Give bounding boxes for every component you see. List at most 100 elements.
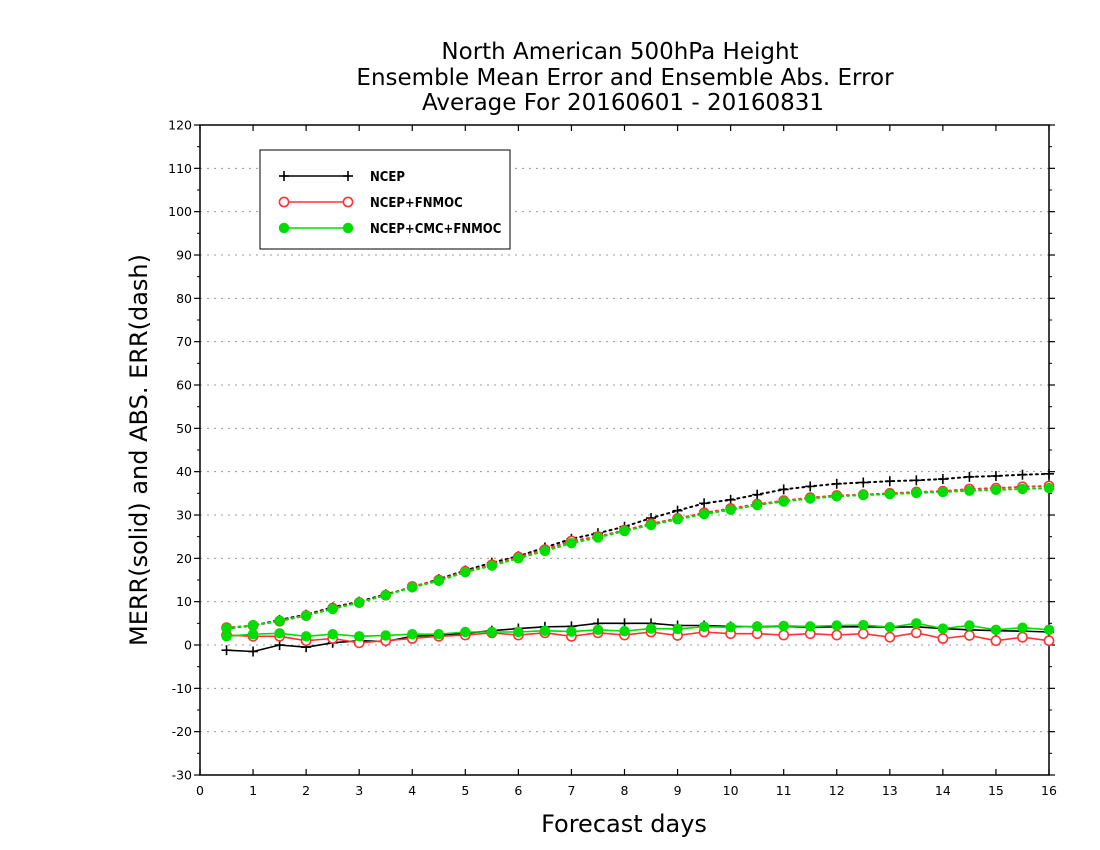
- legend-marker-start: [279, 171, 289, 181]
- merr-point-ncep-cmc-fnmoc: [380, 630, 391, 641]
- series-ncep-fnmoc: [221, 480, 1055, 649]
- legend-item-ncep: NCEP: [279, 170, 405, 185]
- x-axis: 0 1 2 3 4 5 6 7 8 9 10 11 12 13 14 15 16: [196, 125, 1057, 798]
- abs-err-point-ncep: [964, 471, 975, 482]
- legend-marker-start: [278, 222, 290, 234]
- abs-err-point-ncep: [778, 484, 789, 495]
- merr-point-ncep-cmc-fnmoc: [725, 622, 736, 633]
- y-tick-label: 20: [176, 551, 192, 566]
- abs-err-point-ncep-cmc-fnmoc: [300, 610, 312, 621]
- merr-point-ncep-cmc-fnmoc: [433, 628, 444, 640]
- legend-marker-end: [343, 171, 353, 181]
- merr-point-ncep-fnmoc: [910, 627, 922, 639]
- abs-err-point-ncep-cmc-fnmoc: [911, 487, 922, 499]
- merr-point-ncep-cmc-fnmoc: [300, 631, 312, 642]
- x-tick-label: 15: [988, 783, 1004, 798]
- x-tick-label: 8: [621, 783, 629, 798]
- x-axis-label: Forecast days: [541, 810, 707, 838]
- merr-point-ncep-cmc-fnmoc: [964, 620, 975, 631]
- legend-box: [259, 149, 511, 250]
- abs-err-point-ncep-cmc-fnmoc: [805, 493, 816, 504]
- abs-err-point-ncep: [1044, 468, 1054, 479]
- y-tick-label: 70: [176, 334, 192, 349]
- x-tick-label: 14: [935, 783, 951, 798]
- abs-err-point-ncep-cmc-fnmoc: [964, 485, 975, 496]
- abs-err-point-ncep: [699, 498, 710, 509]
- merr-point-ncep-cmc-fnmoc: [513, 626, 524, 638]
- y-tick-label: 90: [176, 248, 192, 263]
- y-tick-label: 30: [176, 508, 192, 523]
- y-tick-label: -20: [172, 724, 192, 739]
- merr-point-ncep-cmc-fnmoc: [698, 621, 710, 632]
- abs-err-point-ncep-cmc-fnmoc: [327, 603, 338, 615]
- gridlines: [200, 167, 1049, 733]
- abs-err-point-ncep-cmc-fnmoc: [937, 486, 949, 498]
- y-tick-label: 80: [176, 291, 192, 306]
- abs-err-point-ncep-cmc-fnmoc: [566, 537, 577, 549]
- abs-err-line-ncep-cmc-fnmoc: [225, 487, 1050, 630]
- merr-point-ncep-cmc-fnmoc: [566, 626, 577, 637]
- abs-err-point-ncep-cmc-fnmoc: [221, 623, 232, 634]
- y-axis-label: MERR(solid) and ABS. ERR(dash): [125, 254, 153, 646]
- x-tick-label: 13: [882, 783, 898, 798]
- merr-point-ncep-cmc-fnmoc: [486, 626, 498, 638]
- x-tick-label: 9: [674, 783, 682, 798]
- y-tick-label: 110: [168, 161, 192, 176]
- merr-point-ncep-cmc-fnmoc: [592, 624, 604, 636]
- abs-err-point-ncep-cmc-fnmoc: [407, 582, 418, 593]
- abs-err-point-ncep-cmc-fnmoc: [645, 519, 657, 531]
- series-layer: [221, 468, 1055, 657]
- y-tick-label: -10: [172, 681, 192, 696]
- x-tick-label: 11: [776, 783, 792, 798]
- x-tick-label: 16: [1041, 783, 1057, 798]
- abs-err-point-ncep-cmc-fnmoc: [433, 575, 444, 587]
- merr-point-ncep-cmc-fnmoc: [911, 618, 922, 629]
- abs-err-point-ncep: [937, 474, 948, 485]
- merr-point-ncep-cmc-fnmoc: [619, 625, 630, 637]
- y-tick-label: 50: [176, 421, 192, 436]
- x-tick-label: 5: [461, 783, 469, 798]
- legend-marker-end: [342, 222, 354, 234]
- y-tick-label: 60: [176, 378, 192, 393]
- legend-item-ncep-cmc-fnmoc: NCEP+CMC+FNMOC: [278, 222, 501, 237]
- merr-point-ncep-cmc-fnmoc: [778, 620, 789, 632]
- merr-point-ncep: [221, 645, 232, 656]
- abs-err-point-ncep-cmc-fnmoc: [858, 489, 869, 501]
- chart-title-line-3: Average For 20160601 - 20160831: [422, 90, 824, 116]
- abs-err-point-ncep-cmc-fnmoc: [247, 619, 259, 631]
- merr-point-ncep-cmc-fnmoc: [539, 625, 551, 636]
- merr-point-ncep: [248, 646, 259, 657]
- x-tick-label: 0: [196, 783, 204, 798]
- abs-err-point-ncep-cmc-fnmoc: [486, 560, 498, 571]
- merr-point-ncep-cmc-fnmoc: [751, 621, 763, 632]
- merr-point-ncep-cmc-fnmoc: [858, 619, 869, 631]
- merr-point-ncep-fnmoc: [857, 628, 869, 640]
- legend: NCEP NCEP+FNMOC NCEP+CMC+FNMOC: [259, 149, 511, 250]
- chart-title-line-1: North American 500hPa Height: [441, 39, 798, 65]
- abs-err-point-ncep: [884, 476, 895, 487]
- abs-err-point-ncep-cmc-fnmoc: [751, 499, 763, 511]
- merr-point-ncep-fnmoc: [831, 629, 843, 641]
- x-tick-label: 1: [249, 783, 257, 798]
- abs-err-point-ncep: [752, 489, 763, 500]
- abs-err-point-ncep: [858, 477, 869, 488]
- series-ncep-cmc-fnmoc: [221, 482, 1055, 642]
- legend-label: NCEP+FNMOC: [370, 196, 463, 211]
- abs-err-point-ncep-cmc-fnmoc: [353, 597, 365, 608]
- abs-err-point-ncep: [831, 478, 842, 489]
- y-tick-label: 10: [176, 594, 192, 609]
- merr-point-ncep-fnmoc: [1043, 635, 1055, 647]
- abs-err-point-ncep: [805, 481, 816, 492]
- chart-title-line-2: Ensemble Mean Error and Ensemble Abs. Er…: [356, 65, 894, 91]
- abs-err-point-ncep-cmc-fnmoc: [831, 491, 842, 502]
- legend-marker-end: [342, 196, 354, 208]
- merr-line-ncep-fnmoc: [226, 631, 1050, 644]
- legend-marker-start: [278, 196, 290, 208]
- merr-point-ncep-cmc-fnmoc: [407, 628, 418, 640]
- abs-err-point-ncep-cmc-fnmoc: [725, 504, 736, 515]
- abs-err-point-ncep-cmc-fnmoc: [990, 484, 1002, 496]
- x-tick-label: 7: [567, 783, 575, 798]
- abs-err-point-ncep-cmc-fnmoc: [884, 489, 896, 500]
